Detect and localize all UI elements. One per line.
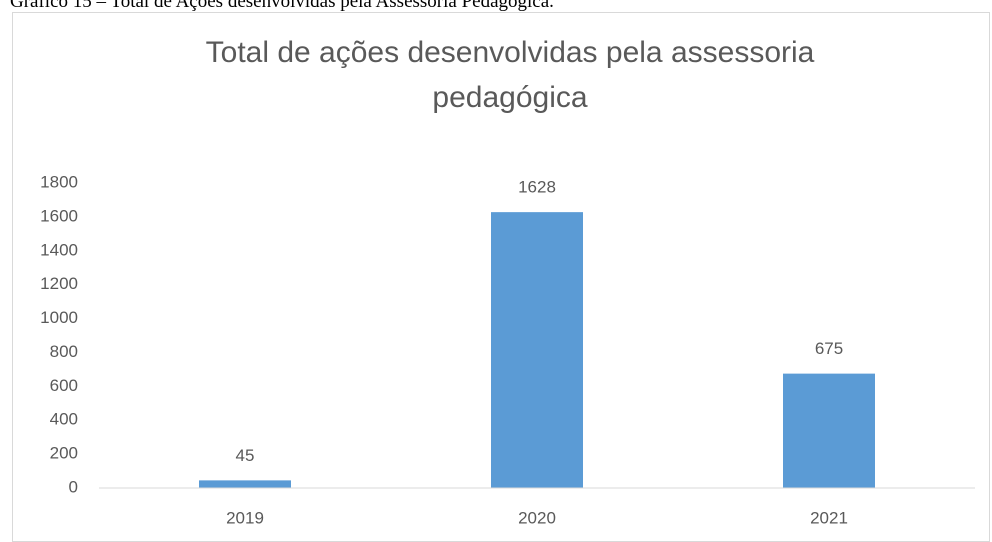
y-tick-label: 1400 [40, 240, 78, 259]
bar [783, 373, 875, 488]
y-tick-label: 800 [50, 342, 78, 361]
y-tick-label: 600 [50, 376, 78, 395]
data-label: 1628 [518, 178, 556, 197]
y-tick-label: 1200 [40, 274, 78, 293]
x-tick-label: 2020 [518, 508, 556, 527]
bar [491, 212, 583, 488]
y-tick-label: 200 [50, 444, 78, 463]
y-tick-label: 1800 [40, 172, 78, 191]
caption: Gráfico 15 – Total de Ações desenvolvida… [10, 0, 554, 12]
x-tick-label: 2019 [226, 508, 264, 527]
y-tick-label: 400 [50, 410, 78, 429]
data-label: 675 [815, 339, 843, 358]
bar [199, 480, 291, 488]
data-label: 45 [236, 446, 255, 465]
y-tick-label: 1000 [40, 308, 78, 327]
y-tick-label: 1600 [40, 206, 78, 225]
x-tick-label: 2021 [810, 508, 848, 527]
chart-title: Total de ações desenvolvidas pela assess… [205, 36, 815, 114]
y-tick-label: 0 [69, 477, 78, 496]
